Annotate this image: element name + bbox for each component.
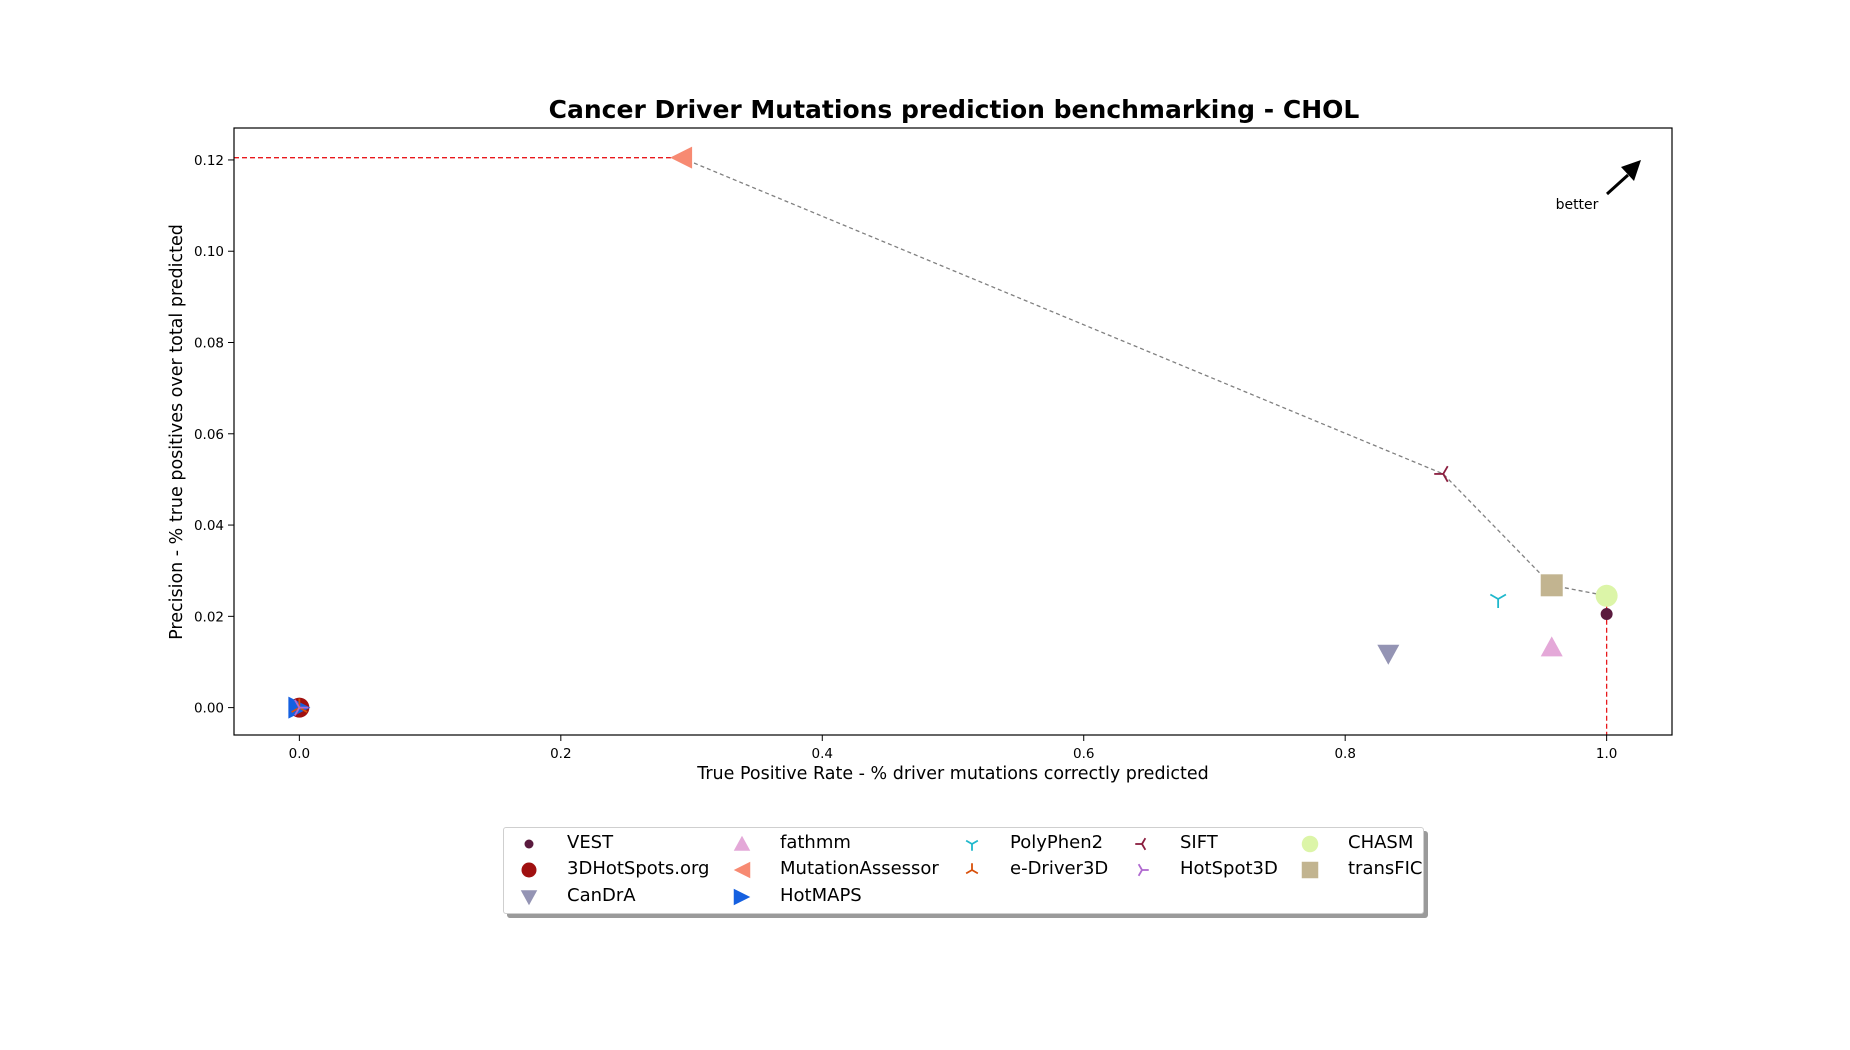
x-tick-label: 1.0 bbox=[1596, 746, 1617, 762]
point-candra: CanDrA bbox=[1377, 644, 1400, 665]
point-hotspot3d: HotSpot3D bbox=[294, 699, 309, 716]
legend-marker bbox=[1135, 837, 1147, 851]
legend-marker-icon bbox=[521, 862, 537, 878]
legend-marker-icon bbox=[965, 863, 979, 875]
legend-label: HotSpot3D bbox=[1180, 858, 1278, 879]
y-tick-label: 0.12 bbox=[194, 153, 224, 169]
better-arrow-icon bbox=[1605, 173, 1630, 196]
legend-label: SIFT bbox=[1180, 832, 1218, 853]
y-tick-label: 0.00 bbox=[194, 701, 224, 717]
legend-marker-icon bbox=[733, 835, 751, 851]
legend-marker-icon bbox=[733, 888, 751, 906]
legend-label: MutationAssessor bbox=[780, 858, 939, 879]
point-polyphen2: PolyPhen2 bbox=[1489, 593, 1507, 608]
legend-marker-icon bbox=[524, 839, 534, 849]
legend-marker bbox=[1301, 835, 1319, 853]
legend-marker bbox=[524, 839, 534, 849]
y-tick-label: 0.02 bbox=[194, 609, 224, 625]
point-transfic: transFIC bbox=[1540, 574, 1563, 597]
legend-label: transFIC bbox=[1348, 858, 1423, 879]
x-tick-label: 0.2 bbox=[550, 746, 571, 762]
legend-label: 3DHotSpots.org bbox=[567, 858, 710, 879]
legend-marker-icon bbox=[1135, 837, 1147, 851]
legend-label: CanDrA bbox=[567, 885, 636, 906]
x-axis-label: True Positive Rate - % driver mutations … bbox=[696, 764, 1209, 784]
y-axis-label: Precision - % true positives over total … bbox=[167, 224, 187, 640]
legend-label: CHASM bbox=[1348, 832, 1414, 853]
legend-marker-icon bbox=[1301, 835, 1319, 853]
legend-label: PolyPhen2 bbox=[1010, 832, 1104, 853]
x-tick-label: 0.6 bbox=[1073, 746, 1094, 762]
point-mutationassessor: MutationAssessor bbox=[670, 146, 693, 169]
point-sift: SIFT bbox=[1434, 465, 1449, 483]
legend-marker bbox=[1137, 863, 1149, 877]
legend-marker-icon bbox=[1137, 863, 1149, 877]
x-tick-label: 0.8 bbox=[1334, 746, 1355, 762]
legend-label: VEST bbox=[567, 832, 614, 853]
legend-marker-icon bbox=[965, 839, 979, 851]
legend-marker bbox=[521, 862, 537, 878]
y-tick-label: 0.08 bbox=[194, 336, 224, 352]
point-vest: VEST bbox=[1600, 608, 1613, 621]
pareto-frontier-line bbox=[680, 157, 1607, 597]
y-tick-label: 0.10 bbox=[194, 244, 224, 260]
x-tick-label: 0.4 bbox=[812, 746, 833, 762]
legend-marker bbox=[965, 863, 979, 875]
legend-marker bbox=[965, 839, 979, 851]
legend-marker bbox=[520, 890, 538, 906]
point-fathmm: fathmm bbox=[1540, 636, 1563, 657]
legend-marker-icon bbox=[520, 890, 538, 906]
better-label: better bbox=[1556, 197, 1599, 213]
legend-marker bbox=[1301, 861, 1319, 879]
point-chasm: CHASM bbox=[1595, 584, 1618, 607]
legend-label: HotMAPS bbox=[780, 885, 862, 906]
better-arrowhead-icon bbox=[1621, 160, 1641, 181]
legend-label: e-Driver3D bbox=[1010, 858, 1109, 879]
better-annotation: better bbox=[1556, 160, 1641, 213]
x-tick-label: 0.0 bbox=[289, 746, 310, 762]
legend-marker-icon bbox=[733, 861, 751, 879]
legend-marker bbox=[733, 835, 751, 851]
legend: VEST 3DHotSpots.org CanDrA fathmm MutationAs… bbox=[503, 827, 1424, 914]
legend-marker bbox=[733, 861, 751, 879]
plot-area: 0.0 0.2 0.4 0.6 0.8 1.0 0.00 0.02 0.04 0.06 0.08 0.… bbox=[194, 146, 1618, 762]
legend-marker bbox=[733, 888, 751, 906]
y-tick-label: 0.04 bbox=[194, 518, 224, 534]
legend-label: fathmm bbox=[780, 832, 851, 853]
plot-frame bbox=[233, 127, 1673, 736]
chart-title: Cancer Driver Mutations prediction bench… bbox=[549, 95, 1360, 124]
legend-marker-icon bbox=[1301, 861, 1319, 879]
y-tick-label: 0.06 bbox=[194, 427, 224, 443]
